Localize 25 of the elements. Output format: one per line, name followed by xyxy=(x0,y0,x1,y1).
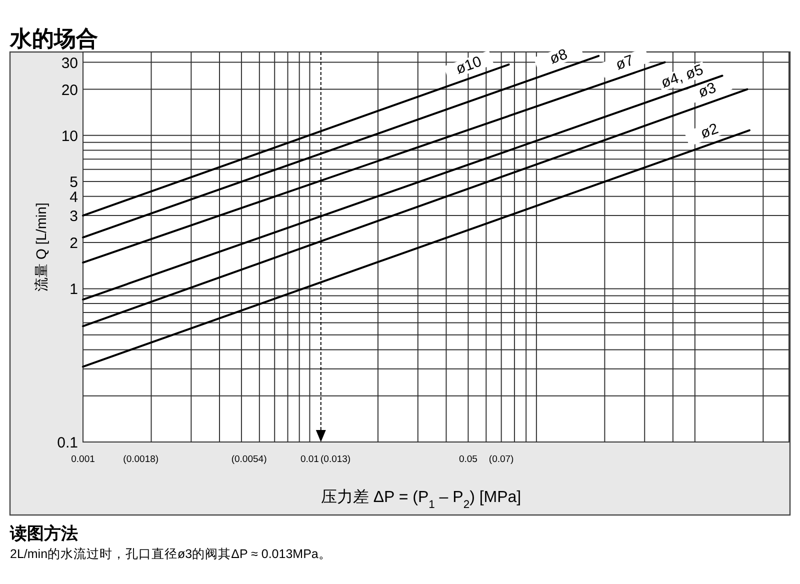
text: 读图方法 xyxy=(9,524,78,543)
y-tick-label: 20 xyxy=(61,82,78,99)
y-tick-label: 5 xyxy=(70,174,78,192)
text: ø7 xyxy=(614,52,636,74)
y-tick-label: 4 xyxy=(70,188,78,206)
x-tick-label: (0.0054) xyxy=(231,454,267,465)
text: ø10 xyxy=(454,53,484,78)
chart-title: 水的场合 xyxy=(9,26,98,51)
y-tick-label: 30 xyxy=(61,54,78,72)
x-tick-label: (0.0018) xyxy=(123,454,159,465)
y-tick-label: 10 xyxy=(61,128,78,145)
text: 2L/min的水流过时，孔口直径ø3的阀其ΔP ≈ 0.013MPa。 xyxy=(10,546,332,561)
y-tick-label: 2 xyxy=(70,235,78,252)
x-tick-label: 0.05 xyxy=(458,454,478,465)
y-tick-label: 0.1 xyxy=(57,434,78,452)
text: ø2 xyxy=(698,120,721,142)
x-tick-label: 0.01 xyxy=(300,454,319,465)
x-tick-label: (0.013) xyxy=(320,454,351,465)
y-axis-title: 流量 Q [L/min] xyxy=(33,202,49,292)
x-axis-title: 压力差 ΔP = (P$_{1}$ – P$_{2}$) [MPa] xyxy=(320,488,522,511)
y-tick-label: 1 xyxy=(70,281,78,298)
text: ø8 xyxy=(548,46,570,68)
x-tick-label: 0.001 xyxy=(71,454,95,465)
y-tick-label: 3 xyxy=(70,208,78,226)
x-tick-label: (0.07) xyxy=(488,454,514,465)
